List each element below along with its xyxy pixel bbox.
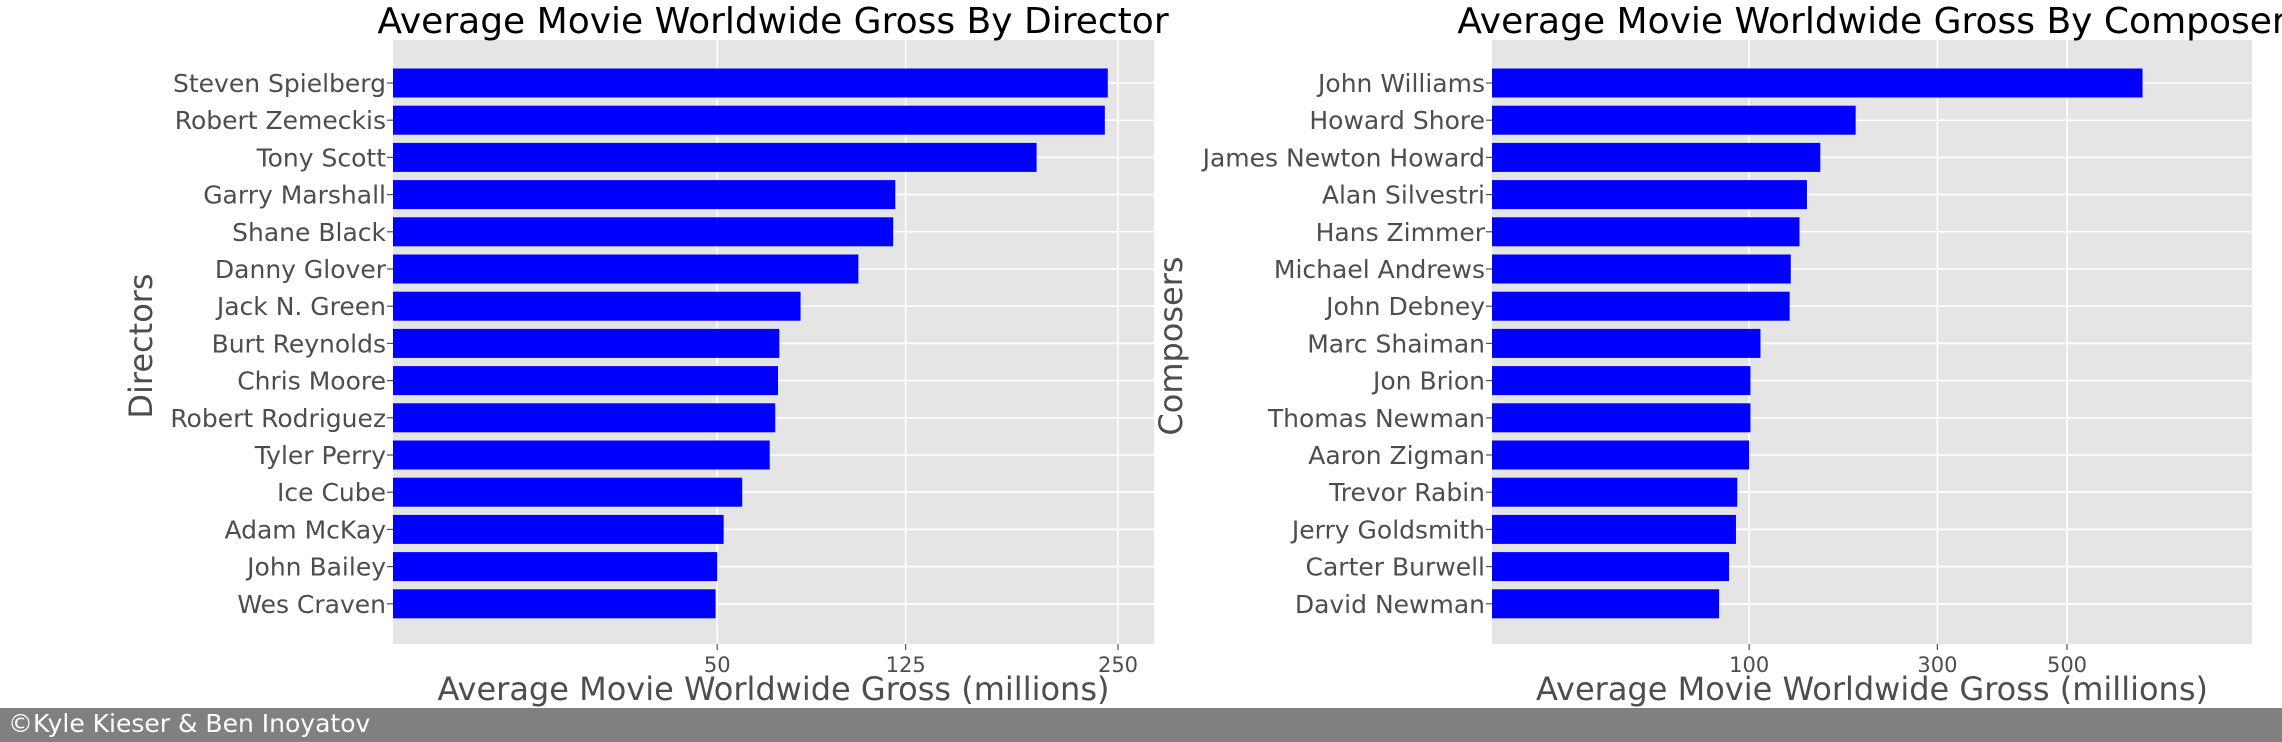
category-label: John Williams [1316, 69, 1485, 98]
category-label: Jon Brion [1371, 367, 1485, 396]
category-label: James Newton Howard [1201, 143, 1485, 172]
category-label: Ice Cube [277, 478, 386, 507]
category-label: Wes Craven [237, 590, 386, 619]
bar [393, 105, 1105, 135]
x-tick-label: 250 [1098, 653, 1138, 677]
copyright-text: ©Kyle Kieser & Ben Inoyatov [8, 709, 371, 738]
bar [1492, 403, 1751, 433]
category-label: Burt Reynolds [212, 329, 386, 358]
category-label: Howard Shore [1309, 106, 1485, 135]
category-label: Trevor Rabin [1328, 478, 1485, 507]
bar [1492, 217, 1800, 247]
bar [1492, 68, 2143, 98]
chart-title: Average Movie Worldwide Gross By Compose… [1457, 1, 2282, 42]
bar [393, 328, 780, 358]
bar [1492, 552, 1730, 582]
category-label: Shane Black [232, 218, 386, 247]
bar [393, 366, 779, 396]
chart-title: Average Movie Worldwide Gross By Directo… [377, 1, 1168, 42]
bar [1492, 291, 1790, 321]
chart-panel-2: John Williams Howard Shore James Newton Ho… [1152, 1, 2282, 708]
bar [1492, 254, 1791, 284]
x-axis-label: Average Movie Worldwide Gross (millions) [1536, 670, 2208, 708]
bar [393, 217, 894, 247]
bar [1492, 366, 1751, 396]
category-label: Robert Zemeckis [175, 106, 386, 135]
category-label: Michael Andrews [1274, 255, 1485, 284]
category-label: Jerry Goldsmith [1290, 515, 1485, 544]
category-label: Steven Spielberg [173, 69, 386, 98]
bar [1492, 180, 1807, 210]
bar [1492, 514, 1736, 544]
category-label: David Newman [1295, 590, 1485, 619]
category-label: Chris Moore [237, 367, 386, 396]
category-label: Marc Shaiman [1307, 329, 1485, 358]
bar [393, 254, 859, 284]
bar [393, 440, 770, 470]
category-label: Tyler Perry [254, 441, 386, 470]
bar [393, 589, 716, 619]
bar [393, 142, 1037, 172]
bar [1492, 589, 1720, 619]
x-axis-label: Average Movie Worldwide Gross (millions) [438, 670, 1110, 708]
category-label: Danny Glover [215, 255, 387, 284]
x-tick-label: 125 [886, 653, 926, 677]
footer-bar: ©Kyle Kieser & Ben Inoyatov [0, 708, 2282, 742]
bar [393, 291, 801, 321]
bar [393, 477, 743, 507]
bar [393, 403, 776, 433]
category-label: Robert Rodriguez [170, 404, 386, 433]
x-tick-label: 500 [2047, 653, 2087, 677]
category-label: Thomas Newman [1267, 404, 1485, 433]
x-tick-label: 50 [704, 653, 731, 677]
bar [1492, 142, 1821, 172]
bar [393, 180, 896, 210]
bar [1492, 105, 1856, 135]
bar [1492, 328, 1761, 358]
x-tick-label: 300 [1917, 653, 1957, 677]
category-label: Hans Zimmer [1316, 218, 1486, 247]
bar [393, 514, 724, 544]
bar [393, 68, 1108, 98]
category-label: Carter Burwell [1306, 553, 1485, 582]
category-label: Garry Marshall [203, 181, 386, 210]
category-label: Jack N. Green [215, 292, 386, 321]
bar [393, 552, 718, 582]
chart-panel-1: Steven Spielberg Robert Zemeckis Tony Scot… [122, 1, 1169, 708]
y-axis-label: Directors [122, 273, 160, 418]
category-label: Alan Silvestri [1322, 181, 1485, 210]
category-label: John Debney [1324, 292, 1485, 321]
category-label: Aaron Zigman [1308, 441, 1485, 470]
category-label: John Bailey [245, 553, 386, 582]
bar [1492, 440, 1750, 470]
y-axis-label: Composers [1152, 256, 1190, 435]
category-label: Tony Scott [256, 143, 387, 172]
bar [1492, 477, 1738, 507]
x-tick-label: 100 [1729, 653, 1769, 677]
category-label: Adam McKay [224, 515, 386, 544]
